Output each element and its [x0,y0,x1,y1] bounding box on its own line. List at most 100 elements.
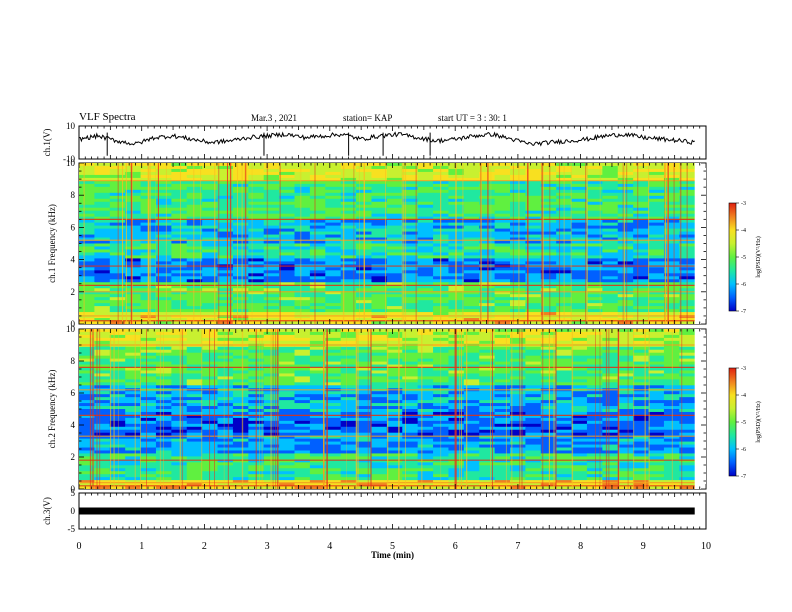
spectrogram-cell [309,364,326,369]
spectrogram-cell [463,183,480,188]
spectrogram-cell [294,318,311,322]
spectrogram-cell [633,279,650,283]
spectrogram-cell [340,400,357,404]
spectrogram-cell [279,403,296,407]
spectrogram-cell [248,234,265,239]
spectrogram-cell [340,403,357,407]
spectrogram-cell [232,420,249,425]
spectrogram-cell [417,403,434,407]
spectrogram-cell [402,255,419,260]
spectrogram-cell [463,334,480,339]
spectrogram-cell [371,312,388,316]
spectrogram-cell [186,282,203,286]
spectrogram-cell [202,471,219,475]
spectrogram-cell [155,409,172,413]
spectrogram-cell [171,222,188,227]
spectrogram-cell [79,444,95,449]
spectrogram-cell [540,219,557,224]
spectrogram-cell [94,385,111,389]
spectrogram-cell [525,258,542,262]
spectrogram-cell [371,249,388,254]
spectrogram-cell [309,468,326,472]
spectrogram-cell [371,204,388,209]
spectrogram-cell [617,216,634,221]
spectrogram-cell [633,282,650,286]
spectrogram-cell [510,255,526,260]
spectrogram-cell [356,459,373,463]
spectrogram-cell [232,465,249,469]
spectrogram-cell [125,400,142,404]
spectrogram-cell [279,240,296,245]
spectrogram-cell [663,321,680,324]
spectrogram-cell [602,346,619,351]
spectrogram-cell [356,346,373,351]
spectrogram-cell [232,213,249,218]
spectrogram-cell [463,474,480,478]
spectrogram-cell [309,315,326,319]
spectrogram-cell [340,480,357,484]
spectrogram-cell [402,462,419,466]
spectrogram-cell [494,474,511,478]
spectrogram-cell [125,285,142,289]
spectrogram-cell [279,261,296,265]
spectrogram-cell [232,321,249,324]
spectrogram-cell [510,364,526,369]
spectrogram-cell [125,288,142,292]
spectrogram-cell [510,474,526,478]
spectrogram-cell [309,276,326,280]
spectrogram-cell [602,435,619,440]
spectrogram-cell [325,486,342,489]
spectrogram-cell [386,189,403,194]
spectrogram-cell [232,246,249,251]
spectrogram-cell [648,453,665,457]
spectrogram-cell [109,309,126,313]
spectrogram-cell [325,406,342,410]
spectrogram-cell [79,379,95,383]
spectrogram-cell [663,267,680,271]
spectrogram-cell [433,364,450,369]
spectrogram-cell [556,228,573,233]
spectrogram-cell [279,367,296,372]
spectrogram-cell [202,361,219,366]
spectrogram-cell [494,318,511,322]
spectrogram-cell [232,409,249,413]
spectrogram-cell [571,403,588,407]
spectrogram-cell [463,165,480,170]
spectrogram-cell [525,261,542,265]
spectrogram-cell [494,352,511,357]
spectrogram-cell [556,321,573,324]
spectrogram-cell [571,165,588,170]
spectrogram-cell [202,306,219,310]
spectrogram-cell [586,273,603,277]
spectrogram-cell [325,255,342,260]
spectrogram-cell [94,355,111,360]
spectrogram-cell [386,231,403,236]
spectrogram-cell [79,222,95,227]
spectrogram-cell [463,423,480,428]
spectrogram-cell [571,337,588,342]
spectrogram-cell [371,318,388,322]
spectrogram-cell [648,288,665,292]
spectrogram-cell [417,207,434,212]
spectrogram-cell [109,349,126,354]
spectrogram-cell [309,309,326,313]
spectrogram-cell [325,261,342,265]
spectrogram-cell [402,270,419,274]
spectrogram-cell [617,171,634,176]
spectrogram-cell [402,468,419,472]
spectrogram-cell [556,471,573,475]
spectrogram-cell [340,406,357,410]
spectrogram-cell [186,409,203,413]
spectrogram-cell [510,423,526,428]
spectrogram-cell [571,240,588,245]
spectrogram-cell [556,237,573,242]
spectrogram-cell [494,210,511,215]
spectrogram-cell [171,468,188,472]
spectrogram-cell [109,213,126,218]
spectrogram-cell [94,195,111,200]
spectrogram-cell [617,352,634,357]
spectrogram-cell [617,294,634,298]
spectrogram-cell [202,414,219,419]
spectrogram-cell [510,459,526,463]
spectrogram-cell [540,300,557,304]
